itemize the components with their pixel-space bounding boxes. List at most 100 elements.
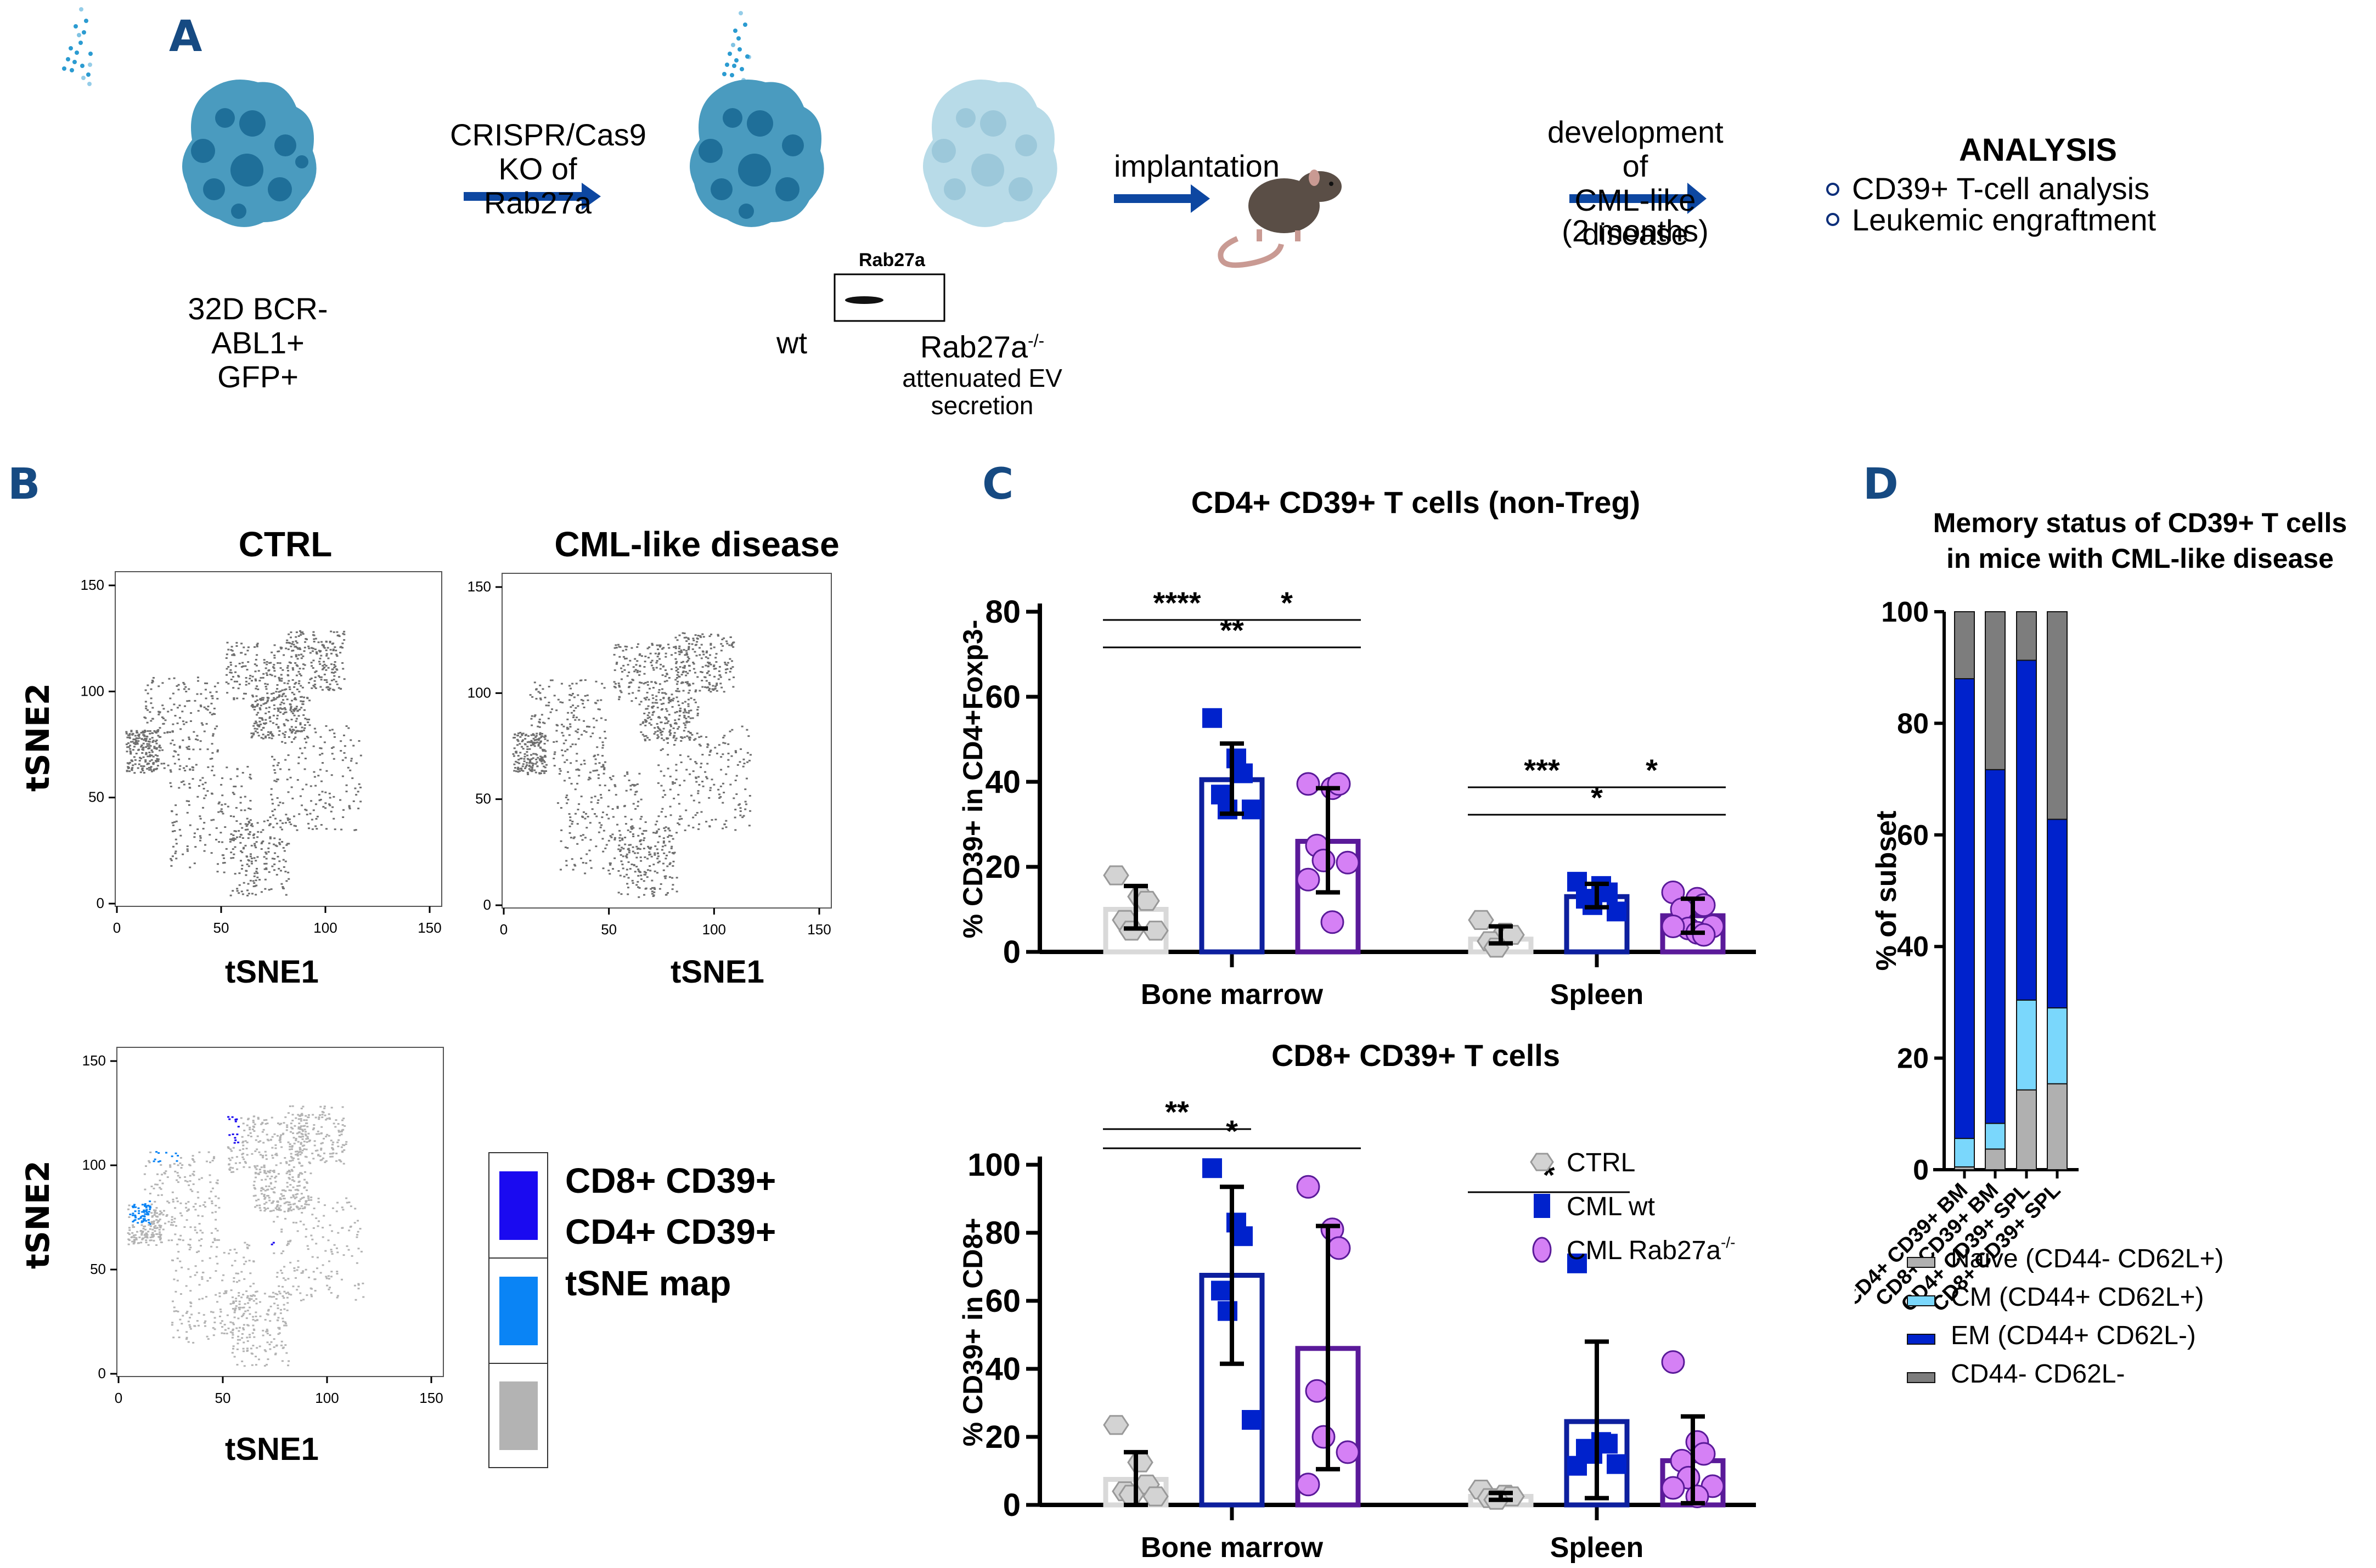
implantation-label: implantation [1114,149,1280,183]
data-point-cml-rab27a-ko [1311,1425,1336,1449]
legend-label: EM (CD44+ CD62L-) [1951,1321,2196,1350]
stacked-segment-cm [2016,999,2037,1091]
tsne-plot-frame [502,573,832,909]
ko-sublabel-line2: secretion [931,391,1034,420]
data-point-cml-wt [1567,872,1587,892]
legend-swatch-cd8 [499,1171,538,1240]
x-tick-label: 100 [315,1390,339,1406]
y-tick-label: 40 [985,1351,1021,1387]
data-point-ctrl [1103,1415,1129,1435]
legend-label: CD44- CD62L- [1951,1360,2125,1389]
tsne-cml-xlabel: tSNE1 [671,954,764,990]
data-point-cml-rab27a-ko [1320,910,1344,934]
data-point-cml-rab27a-ko [1305,1379,1329,1403]
tsne-legend [488,1152,548,1468]
legend-marker-cml-rab27a-ko [1532,1237,1552,1263]
x-tick-label: 0 [113,920,121,936]
y-tick-label: 0 [97,895,104,911]
data-point-cml-rab27a-ko [1311,848,1336,872]
x-tick-label: 100 [702,921,726,938]
western-blot-image [834,273,945,322]
analysis-title: ANALYSIS [1959,132,2117,168]
data-point-cml-wt [1233,763,1253,783]
disease-development-label: development of CML-like disease [1547,115,1724,251]
stacked-segment-cm [1954,1138,1975,1167]
y-tick-label: 20 [1897,1043,1929,1075]
tsne-plots: 0050501001001501500050501001001501500050… [81,571,832,1406]
legend-label: Naive (CD44- CD62L+) [1951,1244,2224,1273]
y-tick-label: 50 [88,789,104,805]
tsne-cml-title: CML-like disease [554,524,840,564]
tsne-bottom-xlabel: tSNE1 [225,1431,319,1467]
y-tick-label: 60 [985,679,1021,715]
legend-swatch [1907,1257,1935,1268]
stacked-segment-naive [2047,1083,2068,1170]
x-tick-label: Spleen [1550,1532,1644,1564]
legend-swatch-cd4 [499,1276,538,1345]
data-point-cml-rab27a-ko [1296,1175,1320,1199]
significance-label: * [1281,585,1293,620]
stacked-segment-cd44- [1985,611,2006,770]
stacked-segment-cd44- [1954,611,1975,680]
y-tick-label: 50 [475,791,491,807]
data-point-ctrl [1134,890,1160,911]
wt-label: wt [776,325,807,360]
legend-swatch-map [499,1381,538,1450]
legend-label: CM (CD44+ CD62L+) [1951,1283,2204,1312]
legend-row-cd8 [489,1153,547,1259]
arrow-right-icon [1114,184,1210,213]
stacked-segment-cm [2047,1007,2068,1085]
crispr-label-line1: CRISPR/Cas9 [450,117,646,152]
y-tick-label: 100 [967,1147,1021,1183]
ko-label-superscript: -/- [1027,331,1045,351]
arrow-right-icon [464,183,601,210]
y-tick-label: 150 [82,1052,106,1069]
data-point-cml-rab27a-ko [1661,915,1685,938]
legend-label: CTRL [1567,1148,1635,1177]
data-point-cml-rab27a-ko [1336,850,1360,875]
stacked-segment-cd44- [2047,611,2068,820]
chart-title: CD8+ CD39+ T cells [1271,1038,1560,1073]
data-point-cml-rab27a-ko [1296,867,1320,892]
analysis-item: Leukemic engraftment [1852,202,2157,237]
data-point-cml-rab27a-ko [1661,1350,1685,1374]
legend-label-map: tSNE map [565,1264,731,1303]
x-tick-label: 50 [213,920,229,936]
panel-b-letter: B [8,460,41,509]
disease-label-line2: CML-like disease [1574,183,1696,251]
significance-label: * [1646,753,1658,787]
legend-marker-cml-wt [1534,1194,1550,1218]
stacked-segment-naive [1985,1148,2006,1170]
y-tick-label: 0 [1003,934,1021,970]
duration-label: (2 months) [1562,213,1709,248]
data-point-cml-rab27a-ko [1296,772,1320,796]
tsne-ctrl-ylabel: tSNE2 [19,683,57,792]
y-tick-label: 150 [81,577,104,593]
y-tick-label: 60 [1897,820,1929,851]
x-tick-label: 150 [418,920,441,936]
y-axis-label: % CD39+ in CD8+ [958,1218,988,1447]
chart-title-line: Memory status of CD39+ T cells [1933,507,2347,538]
ko-label-text: Rab27a [920,329,1028,364]
data-point-cml-wt [1202,708,1222,728]
y-axis-label: % CD39+ in CD4+Foxp3- [958,620,988,939]
y-tick-label: 80 [985,1215,1021,1251]
significance-label: **** [1153,585,1201,620]
data-point-cml-wt [1218,1301,1237,1321]
legend-label-cd8: CD8+ CD39+ [565,1161,776,1200]
significance-label: * [1591,780,1603,815]
data-point-ctrl [1118,1485,1145,1505]
y-axis-label: % of subset [1871,811,1902,971]
data-point-cml-wt [1607,1454,1626,1474]
tsne-plot-frame [116,1047,444,1377]
legend-label-superscript: -/- [1721,1234,1735,1251]
x-tick-label: 150 [419,1390,443,1406]
y-tick-label: 20 [985,849,1021,885]
blot-label: Rab27a [859,250,925,270]
significance-label: *** [1524,753,1560,787]
data-point-cml-wt [1233,1226,1253,1246]
stacked-segment-naive [2016,1089,2037,1170]
data-point-cml-wt [1242,799,1262,820]
tsne-scatter-points [125,630,362,896]
y-tick-label: 0 [1913,1154,1929,1186]
